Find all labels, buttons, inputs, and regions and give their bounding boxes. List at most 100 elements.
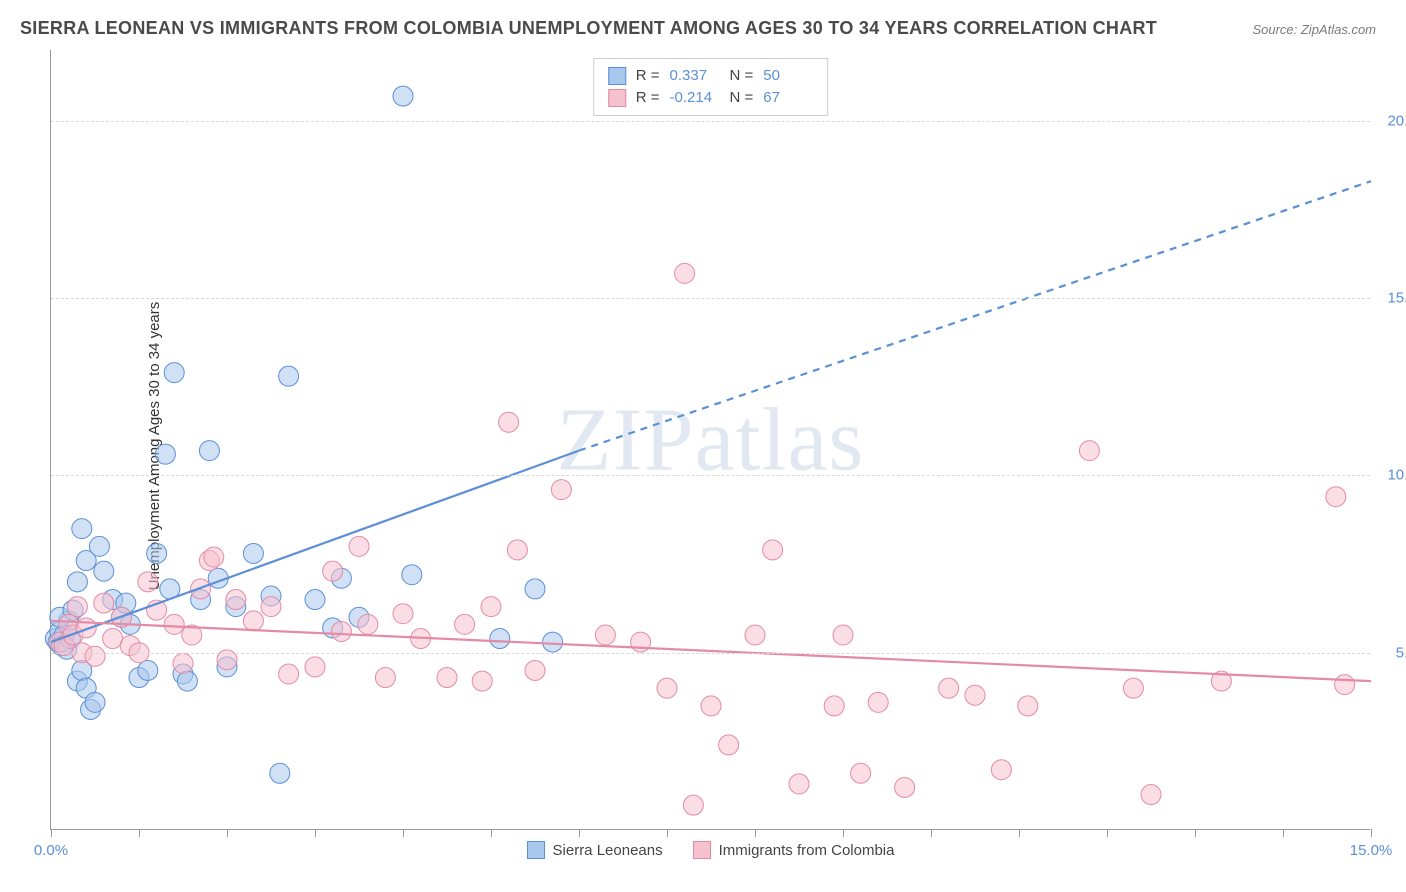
data-point <box>1079 441 1099 461</box>
data-point <box>1018 696 1038 716</box>
y-tick-label: 10.0% <box>1387 467 1406 484</box>
data-point <box>455 614 475 634</box>
data-point <box>349 536 369 556</box>
stat-n-label: N = <box>730 87 754 109</box>
data-point <box>895 777 915 797</box>
data-point <box>164 363 184 383</box>
swatch-icon <box>608 67 626 85</box>
data-point <box>138 660 158 680</box>
stat-r-label: R = <box>636 65 660 87</box>
data-point <box>393 86 413 106</box>
chart-container: SIERRA LEONEAN VS IMMIGRANTS FROM COLOMB… <box>0 0 1406 892</box>
data-point <box>138 572 158 592</box>
x-tick <box>227 829 228 837</box>
data-point <box>833 625 853 645</box>
stat-row-0: R = 0.337 N = 50 <box>608 65 814 87</box>
data-point <box>323 561 343 581</box>
data-point <box>331 621 351 641</box>
trend-line <box>51 621 1371 681</box>
data-point <box>525 579 545 599</box>
data-point <box>94 561 114 581</box>
data-point <box>85 646 105 666</box>
data-point <box>67 597 87 617</box>
data-point <box>868 692 888 712</box>
x-tick <box>667 829 668 837</box>
data-point <box>375 668 395 688</box>
data-point <box>745 625 765 645</box>
stat-r-value: 0.337 <box>670 65 720 87</box>
x-tick <box>315 829 316 837</box>
x-tick <box>491 829 492 837</box>
data-point <box>683 795 703 815</box>
data-point <box>939 678 959 698</box>
x-tick <box>139 829 140 837</box>
data-point <box>279 664 299 684</box>
data-point <box>965 685 985 705</box>
data-point <box>789 774 809 794</box>
legend-item-0: Sierra Leoneans <box>527 841 663 859</box>
gridline <box>51 475 1370 476</box>
x-tick <box>403 829 404 837</box>
data-point <box>991 760 1011 780</box>
stat-n-value: 50 <box>763 65 813 87</box>
data-point <box>507 540 527 560</box>
y-tick-label: 20.0% <box>1387 112 1406 129</box>
legend-item-1: Immigrants from Colombia <box>693 841 895 859</box>
data-point <box>270 763 290 783</box>
x-tick <box>843 829 844 837</box>
data-point <box>305 657 325 677</box>
data-point <box>675 263 695 283</box>
x-tick-label: 0.0% <box>34 842 68 859</box>
data-point <box>199 441 219 461</box>
data-point <box>719 735 739 755</box>
chart-title: SIERRA LEONEAN VS IMMIGRANTS FROM COLOMB… <box>20 18 1157 39</box>
data-point <box>72 519 92 539</box>
data-point <box>701 696 721 716</box>
data-point <box>657 678 677 698</box>
data-point <box>472 671 492 691</box>
data-point <box>1326 487 1346 507</box>
data-point <box>499 412 519 432</box>
data-point <box>305 590 325 610</box>
x-tick <box>931 829 932 837</box>
data-point <box>525 660 545 680</box>
data-point <box>824 696 844 716</box>
source-label: Source: ZipAtlas.com <box>1252 22 1376 37</box>
trend-line <box>51 451 579 642</box>
data-point <box>94 593 114 613</box>
data-point <box>226 590 246 610</box>
plot-svg <box>51 50 1370 829</box>
data-point <box>204 547 224 567</box>
stat-legend-box: R = 0.337 N = 50 R = -0.214 N = 67 <box>593 58 829 116</box>
data-point <box>490 629 510 649</box>
data-point <box>261 597 281 617</box>
data-point <box>67 572 87 592</box>
x-tick <box>1107 829 1108 837</box>
data-point <box>173 653 193 673</box>
plot-area: R = 0.337 N = 50 R = -0.214 N = 67 ZIPat… <box>50 50 1370 830</box>
legend-bottom: Sierra Leoneans Immigrants from Colombia <box>527 841 895 859</box>
data-point <box>551 480 571 500</box>
data-point <box>393 604 413 624</box>
x-tick <box>755 829 756 837</box>
x-tick <box>1019 829 1020 837</box>
x-tick <box>1371 829 1372 837</box>
stat-r-value: -0.214 <box>670 87 720 109</box>
data-point <box>1335 675 1355 695</box>
y-tick-label: 5.0% <box>1396 644 1406 661</box>
data-point <box>155 444 175 464</box>
data-point <box>243 543 263 563</box>
data-point <box>1141 785 1161 805</box>
data-point <box>85 692 105 712</box>
data-point <box>177 671 197 691</box>
stat-r-label: R = <box>636 87 660 109</box>
data-point <box>103 629 123 649</box>
data-point <box>89 536 109 556</box>
data-point <box>402 565 422 585</box>
stat-n-label: N = <box>730 65 754 87</box>
gridline <box>51 121 1370 122</box>
trend-line-dash <box>579 181 1371 450</box>
data-point <box>851 763 871 783</box>
x-tick-label: 15.0% <box>1350 842 1393 859</box>
swatch-icon <box>693 841 711 859</box>
